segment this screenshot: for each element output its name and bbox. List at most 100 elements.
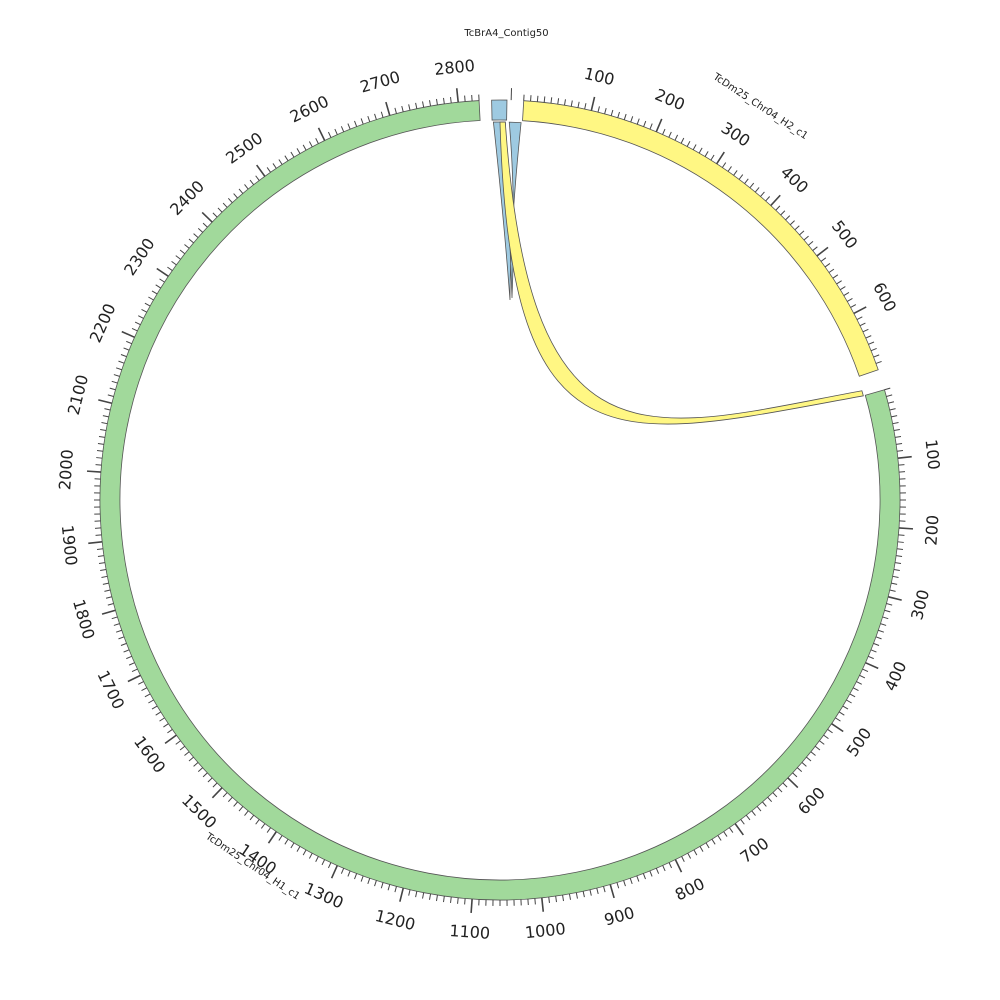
tick-major [101, 609, 116, 615]
tick-minor [98, 435, 105, 438]
tick-minor [557, 98, 560, 105]
tick-minor [568, 893, 571, 900]
tick-label: 2100 [64, 373, 92, 417]
tick-label: 600 [869, 279, 900, 315]
tick-minor [123, 649, 130, 653]
tick-label: 2200 [86, 301, 120, 346]
tick-minor [891, 582, 898, 585]
tick-minor [188, 238, 194, 244]
tick-minor [796, 767, 803, 773]
tick-label: 2600 [287, 92, 332, 127]
tick-major [455, 88, 459, 103]
tick-minor [380, 111, 384, 118]
tick-minor [643, 120, 647, 127]
segment-2 [522, 100, 879, 377]
tick-minor [649, 870, 653, 877]
tick-minor [367, 878, 371, 885]
tick-minor [698, 147, 703, 154]
links-layer [492, 121, 864, 425]
tick-minor [721, 162, 727, 168]
segments-layer [99, 99, 901, 901]
tick-minor [422, 892, 425, 899]
tick-minor [582, 891, 585, 898]
tick-major [853, 306, 867, 315]
tick-minor [577, 101, 580, 108]
tick-major [317, 127, 326, 141]
tick-major [256, 164, 266, 177]
tick-minor [723, 831, 728, 837]
tick-major [734, 823, 744, 836]
tick-minor [884, 609, 891, 613]
tick-minor [570, 100, 573, 107]
tick-minor [875, 636, 882, 640]
tick-minor [534, 898, 536, 905]
tick-minor [321, 859, 326, 866]
tick-minor [751, 810, 756, 816]
tick-minor [128, 662, 135, 666]
tick-minor [327, 131, 332, 138]
tick-major [201, 211, 213, 223]
tick-minor [765, 196, 771, 202]
tick-minor [222, 202, 228, 208]
tick-minor [895, 435, 902, 438]
tick-label: 2400 [166, 177, 208, 219]
tick-minor [360, 875, 364, 882]
segment-3 [99, 100, 901, 901]
tick-minor [543, 96, 546, 103]
tick-label: 500 [828, 217, 862, 253]
tick-minor [896, 443, 903, 445]
tick-minor [856, 681, 862, 685]
tick-minor [886, 603, 893, 606]
tick-label: 1000 [524, 919, 566, 942]
tick-minor [810, 751, 816, 756]
tick-label: 400 [881, 658, 911, 694]
tick-minor [693, 849, 698, 856]
tick-minor [148, 296, 154, 301]
tick-minor [610, 109, 614, 116]
tick-label: 400 [777, 162, 812, 197]
tick-minor [197, 227, 204, 233]
tick-minor [238, 188, 244, 194]
tick-label: 200 [652, 85, 688, 114]
tick-minor [255, 175, 260, 181]
tick-minor [785, 215, 791, 221]
tick-minor [717, 835, 722, 841]
tick-minor [105, 596, 113, 599]
tick-minor [873, 354, 880, 358]
tick-minor [803, 235, 809, 241]
tick-minor [756, 806, 762, 812]
tick-minor [315, 856, 319, 862]
tick-minor [111, 616, 118, 620]
tick-minor [367, 115, 371, 122]
tick-label: 1200 [373, 906, 417, 934]
tick-minor [113, 623, 120, 626]
tick-minor [217, 207, 223, 213]
tick-minor [681, 856, 685, 862]
tick-minor [380, 882, 384, 889]
tick-minor [284, 155, 289, 162]
tick-minor [118, 360, 125, 364]
tick-minor [107, 394, 114, 397]
tick-minor [849, 693, 856, 698]
tick-major [470, 898, 473, 914]
tick-minor [429, 100, 432, 107]
tick-minor [865, 335, 872, 339]
tick-minor [868, 341, 875, 345]
tick-minor [839, 286, 846, 291]
tick-minor [159, 717, 165, 722]
tick-minor [674, 134, 679, 141]
tick-major [770, 194, 781, 207]
tick-minor [464, 898, 466, 905]
tick-minor [249, 179, 255, 186]
segment-1 [491, 99, 508, 121]
tick-label: 100 [582, 64, 616, 89]
tick-minor [123, 347, 130, 351]
tick-minor [188, 756, 194, 762]
tick-minor [754, 187, 760, 193]
tick-minor [171, 260, 177, 266]
tick-minor [846, 298, 853, 302]
tick-minor [780, 210, 786, 216]
tick-minor [387, 884, 391, 891]
tick-minor [649, 123, 653, 130]
tick-minor [115, 629, 122, 633]
